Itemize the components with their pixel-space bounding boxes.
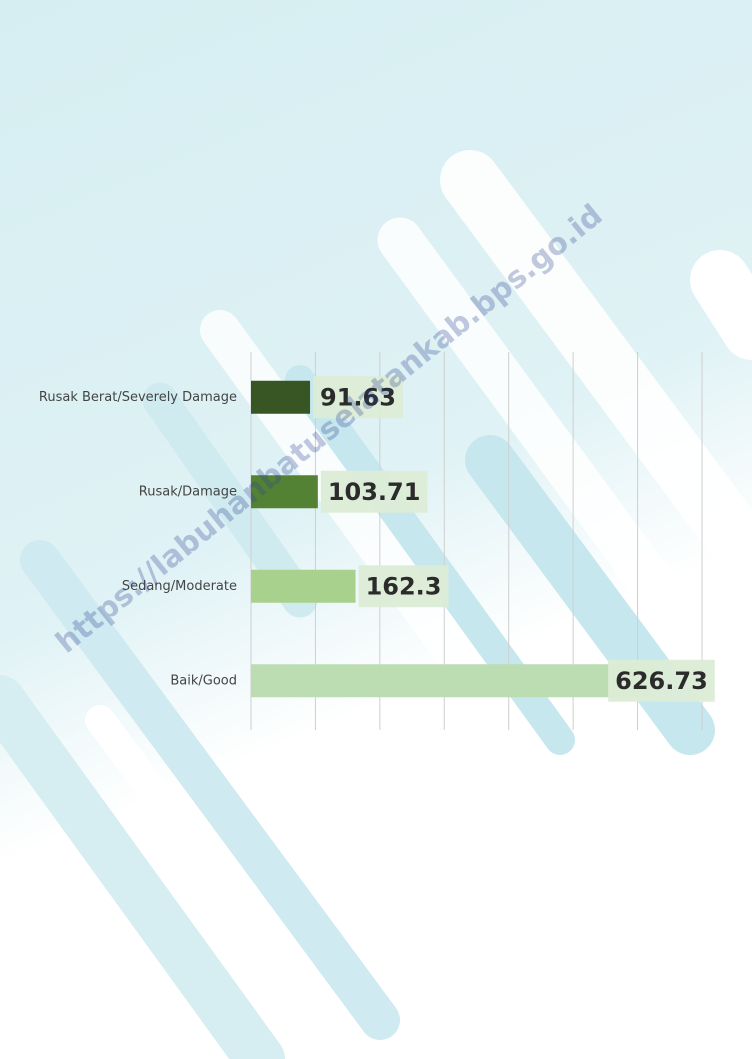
bar xyxy=(251,664,655,698)
value-label-box xyxy=(313,376,403,419)
category-label: Sedang/Moderate xyxy=(122,579,237,594)
value-label-box xyxy=(608,659,715,702)
bars: Rusak Berat/Severely Damage 91.63 Rusak/Da… xyxy=(39,376,715,702)
category-label: Baik/Good xyxy=(170,673,237,688)
value-label: 626.73 xyxy=(615,667,708,695)
value-label: 162.3 xyxy=(366,572,442,600)
category-label: Rusak Berat/Severely Damage xyxy=(39,390,237,405)
bar xyxy=(251,569,356,603)
value-label-box xyxy=(358,565,449,608)
value-label-box xyxy=(320,470,428,513)
decor xyxy=(0,150,752,1059)
bar xyxy=(251,380,311,414)
value-label: 103.71 xyxy=(328,478,421,506)
bar xyxy=(251,475,318,509)
value-label: 91.63 xyxy=(320,383,396,411)
category-label: Rusak/Damage xyxy=(139,484,237,499)
